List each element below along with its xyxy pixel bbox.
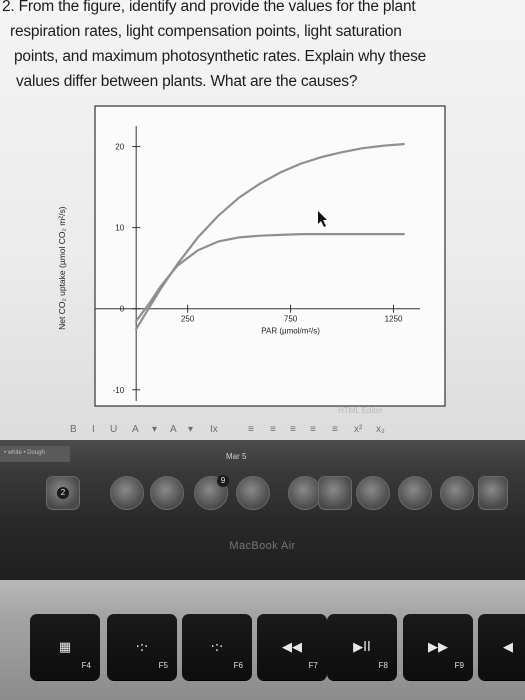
plot-frame [94, 105, 446, 407]
toolbar-button[interactable]: ≡ [248, 424, 254, 435]
brightness-down-key[interactable]: ·:· F5 [107, 614, 177, 680]
toolbar-button[interactable]: ▾ [188, 424, 194, 435]
question-line: values differ between plants. What are t… [16, 73, 358, 90]
y-axis-label: Net CO₂ uptake (µmol CO₂ m²/s) [57, 206, 67, 330]
question-line: 2. From the figure, identify and provide… [2, 0, 416, 15]
x-tick-label: 750 [284, 315, 298, 324]
toolbar-button[interactable]: ≡ [270, 424, 276, 435]
dock-app-icon[interactable] [356, 476, 390, 510]
function-key-label: F7 [308, 661, 318, 670]
brightness-up-key[interactable]: ·:· F6 [182, 614, 252, 680]
toolbar-button[interactable]: A [170, 424, 177, 435]
question-text: 2. From the figure, identify and provide… [0, 0, 520, 94]
dock-app-icon[interactable] [440, 476, 474, 510]
messages-icon[interactable] [318, 476, 352, 510]
toolbar-button[interactable]: I [92, 424, 95, 435]
rewind-key[interactable]: ◀◀ F7 [257, 614, 327, 680]
toolbar-button[interactable]: ≡ [332, 424, 338, 435]
y-tick-label: 10 [115, 224, 124, 233]
mute-key[interactable]: ◀ [478, 614, 525, 680]
fast-forward-icon: ▶▶ [428, 640, 448, 655]
chart-svg: -10 0 10 20 250 750 1250 PAR (µmol/m²/s) Net CO₂… [57, 105, 446, 407]
function-key-label: F8 [378, 661, 388, 670]
editor-toolbar: B I U A ▾ A ▾ Ix ≡ ≡ ≡ ≡ ≡ x² x₂ [70, 424, 430, 440]
function-key-label: F6 [233, 661, 243, 670]
word-icon[interactable] [478, 476, 508, 510]
question-line: points, and maximum photosynthetic rates… [14, 48, 427, 65]
y-tick-label: -10 [113, 386, 125, 395]
series-line-2 [135, 233, 405, 322]
mute-icon: ◀ [503, 640, 513, 655]
dock-app-icon[interactable] [288, 476, 322, 510]
dock-strip-label: • white • Dough [4, 450, 45, 456]
function-key-label: F9 [454, 661, 464, 670]
x-tick-label: 250 [181, 315, 195, 324]
brightness-down-icon: ·:· [135, 640, 149, 655]
toolbar-button[interactable]: ▾ [152, 424, 158, 435]
dock-date: Mar 5 [226, 452, 247, 461]
dock-app-icon[interactable] [150, 476, 184, 510]
macbook-label: MacBook Air [229, 540, 296, 552]
html-editor-label: HTML Editor [338, 406, 383, 415]
fast-forward-key[interactable]: ▶▶ F9 [403, 614, 473, 680]
y-tick-label: 20 [115, 143, 124, 152]
toolbar-button[interactable]: ≡ [310, 424, 316, 435]
screen: 2. From the figure, identify and provide… [0, 0, 525, 440]
play-pause-icon: ▶II [353, 640, 371, 655]
dock-badge: 9 [217, 475, 229, 487]
dock-app-icon[interactable] [110, 476, 144, 510]
function-key-label: F4 [81, 661, 91, 670]
dock-app-icon[interactable] [236, 476, 270, 510]
launchpad-icon: ▦ [58, 640, 72, 655]
function-key-row: ▦ F4 ·:· F5 ·:· F6 ◀◀ F7 ▶II F8 ▶▶ F9 ◀ [0, 614, 525, 684]
toolbar-button[interactable]: B [70, 424, 77, 435]
laptop-bezel [0, 515, 525, 580]
app-store-icon[interactable]: 9 [194, 475, 229, 510]
x-tick-label: 1250 [385, 315, 403, 324]
brightness-up-icon: ·:· [210, 640, 224, 655]
question-line: respiration rates, light compensation po… [10, 23, 402, 40]
toolbar-button[interactable]: ≡ [290, 424, 296, 435]
function-key-label: F5 [158, 661, 168, 670]
dock-app-icon[interactable]: 2 [46, 476, 80, 510]
toolbar-button[interactable]: x² [354, 424, 363, 435]
x-axis-label: PAR (µmol/m²/s) [261, 327, 320, 336]
photosynthesis-chart: -10 0 10 20 250 750 1250 PAR (µmol/m²/s) Net CO₂… [57, 105, 446, 407]
toolbar-button[interactable]: Ix [210, 424, 218, 435]
dock-app-icon[interactable] [398, 476, 432, 510]
rewind-icon: ◀◀ [282, 640, 302, 655]
y-tick-label: 0 [120, 305, 125, 314]
dock-badge: 2 [57, 487, 69, 499]
toolbar-button[interactable]: x₂ [376, 424, 385, 435]
toolbar-button[interactable]: A [132, 424, 139, 435]
mouse-cursor-icon [318, 211, 327, 227]
play-pause-key[interactable]: ▶II F8 [327, 614, 397, 680]
toolbar-button[interactable]: U [110, 424, 118, 435]
launchpad-key[interactable]: ▦ F4 [30, 614, 100, 680]
dock-strip: • white • Dough [0, 446, 70, 462]
